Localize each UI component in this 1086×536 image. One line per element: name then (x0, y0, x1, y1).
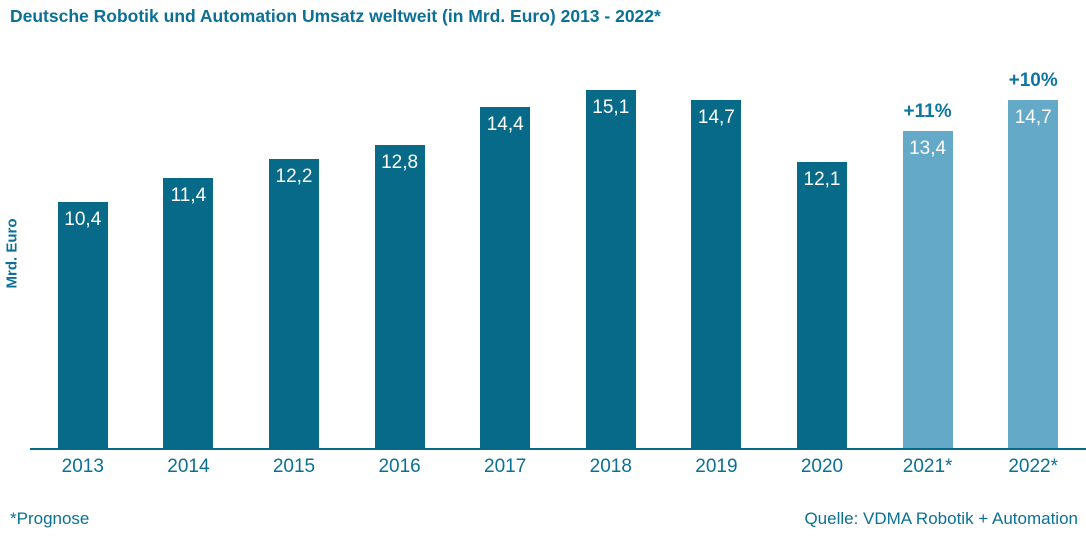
chart-title: Deutsche Robotik und Automation Umsatz w… (10, 6, 661, 26)
bar-group-2017: 14,4 (480, 69, 531, 449)
growth-annotation: +11% (903, 101, 952, 122)
bar-2014 (163, 178, 214, 449)
x-axis-line (30, 448, 1086, 450)
bar-value-label: 12,8 (381, 152, 419, 173)
bar-value-label: 12,1 (803, 169, 841, 190)
bar-group-2022-forecast: 14,7 +10% (1008, 69, 1059, 449)
bar-2016 (374, 145, 425, 449)
x-tick-label-2014: 2014 (167, 456, 210, 477)
bar-value-label: 12,2 (275, 166, 313, 187)
bar-2022-forecast (1008, 100, 1059, 449)
x-tick-label-2017: 2017 (484, 456, 527, 477)
x-tick-label-2020: 2020 (800, 456, 844, 477)
bar-2020 (797, 162, 847, 449)
bar-value-label: 11,4 (170, 185, 207, 206)
bar-2015 (269, 159, 319, 449)
x-tick-label-2013: 2013 (61, 456, 104, 477)
x-tick-label-2021-forecast: 2021* (902, 456, 953, 477)
bar-group-2018: 15,1 (585, 69, 636, 449)
bar-group-2020: 12,1 (797, 69, 847, 449)
plot-area: 10,4 11,4 12,2 12,8 14,4 15,1 14,7 12,1 13,4 +11%… (30, 69, 1086, 449)
bar-value-label: 14,7 (697, 107, 735, 128)
x-tick-label-2016: 2016 (378, 456, 421, 477)
bar-group-2019: 14,7 (691, 69, 742, 449)
x-tick-label-2022-forecast: 2022* (1008, 456, 1059, 477)
bar-2019 (691, 100, 742, 449)
bar-2017 (480, 107, 531, 449)
bar-value-label: 14,4 (486, 114, 524, 135)
bar-value-label: 13,4 (909, 138, 947, 159)
source-note: Quelle: VDMA Robotik + Automation (804, 509, 1078, 528)
bar-value-label: 10,4 (64, 209, 102, 230)
x-tick-label-2019: 2019 (695, 456, 738, 477)
bar-group-2015: 12,2 (269, 69, 319, 449)
bar-2013 (57, 202, 108, 449)
x-tick-label-2015: 2015 (272, 456, 316, 477)
forecast-footnote: *Prognose (10, 509, 90, 528)
bar-2021-forecast (902, 131, 953, 449)
bar-group-2014: 11,4 (163, 69, 214, 449)
bar-group-2013: 10,4 (57, 69, 108, 449)
bar-group-2016: 12,8 (374, 69, 425, 449)
bar-value-label: 15,1 (592, 97, 630, 118)
bar-2018 (585, 90, 636, 449)
bar-value-label: 14,7 (1014, 107, 1052, 128)
bar-group-2021-forecast: 13,4 +11% (902, 69, 953, 449)
y-axis-label: Mrd. Euro (3, 218, 21, 289)
x-tick-label-2018: 2018 (589, 456, 632, 477)
growth-annotation: +10% (1008, 70, 1058, 91)
